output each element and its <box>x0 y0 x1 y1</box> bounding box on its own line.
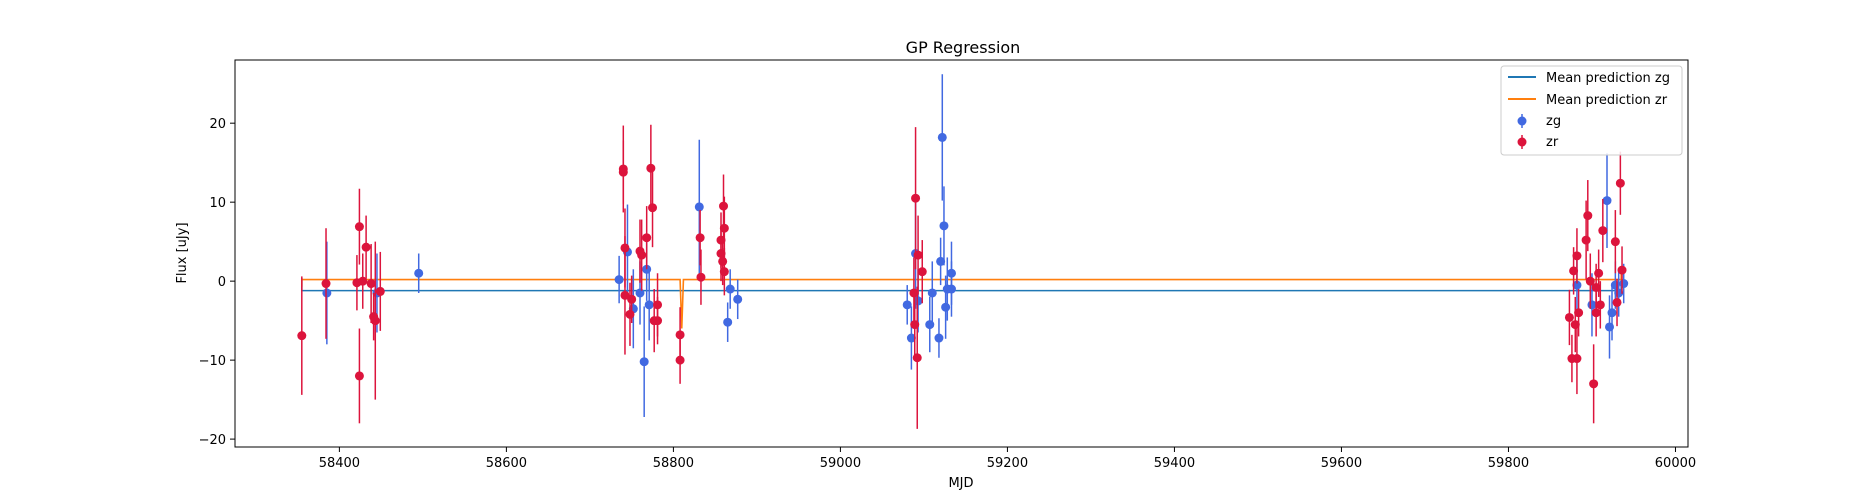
point-marker <box>938 133 947 142</box>
point-marker <box>615 275 624 284</box>
x-tick-label: 58400 <box>319 456 360 471</box>
point-marker <box>645 300 654 309</box>
x-tick-label: 59800 <box>1488 456 1529 471</box>
x-tick-label: 60000 <box>1655 456 1696 471</box>
point-marker <box>637 251 646 260</box>
chart-title: GP Regression <box>906 38 1021 57</box>
point-marker <box>1618 266 1627 275</box>
point-marker <box>625 310 634 319</box>
legend: Mean prediction zg Mean prediction zr zg… <box>1501 66 1682 155</box>
point-marker <box>627 295 636 304</box>
x-tick-label: 59000 <box>820 456 861 471</box>
y-tick-label: −20 <box>199 433 226 448</box>
point-marker <box>1565 313 1574 322</box>
point-marker <box>726 285 735 294</box>
point-marker <box>1611 237 1620 246</box>
point-marker <box>1574 308 1583 317</box>
point-marker <box>640 357 649 366</box>
point-marker <box>367 279 376 288</box>
y-axis-label: Flux [uJy] <box>175 222 190 283</box>
point-marker <box>1587 300 1596 309</box>
legend-label-zr-points: zr <box>1546 135 1559 150</box>
point-marker <box>733 295 742 304</box>
point-marker <box>696 273 705 282</box>
legend-label-zg-line: Mean prediction zg <box>1546 71 1670 86</box>
point-marker <box>695 202 704 211</box>
point-marker <box>322 288 331 297</box>
y-tick-label: −10 <box>199 354 226 369</box>
point-marker <box>1596 300 1605 309</box>
point-marker <box>362 243 371 252</box>
point-marker <box>947 285 956 294</box>
point-marker <box>619 168 628 177</box>
point-marker <box>322 279 331 288</box>
point-marker <box>355 371 364 380</box>
point-marker <box>939 221 948 230</box>
legend-label-zg-points: zg <box>1546 114 1561 129</box>
point-marker <box>1619 279 1628 288</box>
x-tick-label: 59200 <box>987 456 1028 471</box>
point-marker <box>934 334 943 343</box>
point-marker <box>1582 236 1591 245</box>
point-marker <box>648 203 657 212</box>
point-marker <box>297 331 306 340</box>
point-marker <box>1572 251 1581 260</box>
point-marker <box>720 267 729 276</box>
point-marker <box>941 303 950 312</box>
point-marker <box>903 300 912 309</box>
point-marker <box>676 356 685 365</box>
point-marker <box>720 224 729 233</box>
point-marker <box>1592 308 1601 317</box>
point-marker <box>928 288 937 297</box>
x-tick-label: 59600 <box>1321 456 1362 471</box>
point-marker <box>1616 179 1625 188</box>
x-tick-label: 58800 <box>653 456 694 471</box>
x-tick-label: 58600 <box>486 456 527 471</box>
point-marker <box>913 353 922 362</box>
x-axis-label: MJD <box>948 476 973 491</box>
point-marker <box>1598 226 1607 235</box>
point-marker <box>1572 354 1581 363</box>
y-tick-label: 10 <box>209 196 226 211</box>
point-marker <box>1602 196 1611 205</box>
legend-label-zr-line: Mean prediction zr <box>1546 93 1668 108</box>
point-marker <box>914 251 923 260</box>
point-marker <box>918 267 927 276</box>
point-marker <box>718 257 727 266</box>
point-marker <box>1613 298 1622 307</box>
point-marker <box>1589 379 1598 388</box>
point-marker <box>723 318 732 327</box>
point-marker <box>371 316 380 325</box>
point-marker <box>355 222 364 231</box>
point-marker <box>696 233 705 242</box>
point-marker <box>911 194 920 203</box>
y-tick-label: 20 <box>209 117 226 132</box>
point-marker <box>414 269 423 278</box>
point-marker <box>1608 308 1617 317</box>
y-tick-label: 0 <box>218 275 226 290</box>
point-marker <box>719 202 728 211</box>
point-marker <box>1594 269 1603 278</box>
point-marker <box>376 287 385 296</box>
point-marker <box>642 233 651 242</box>
point-marker <box>653 316 662 325</box>
x-tick-label: 59400 <box>1154 456 1195 471</box>
point-marker <box>636 288 645 297</box>
point-marker <box>1583 211 1592 220</box>
point-marker <box>646 164 655 173</box>
